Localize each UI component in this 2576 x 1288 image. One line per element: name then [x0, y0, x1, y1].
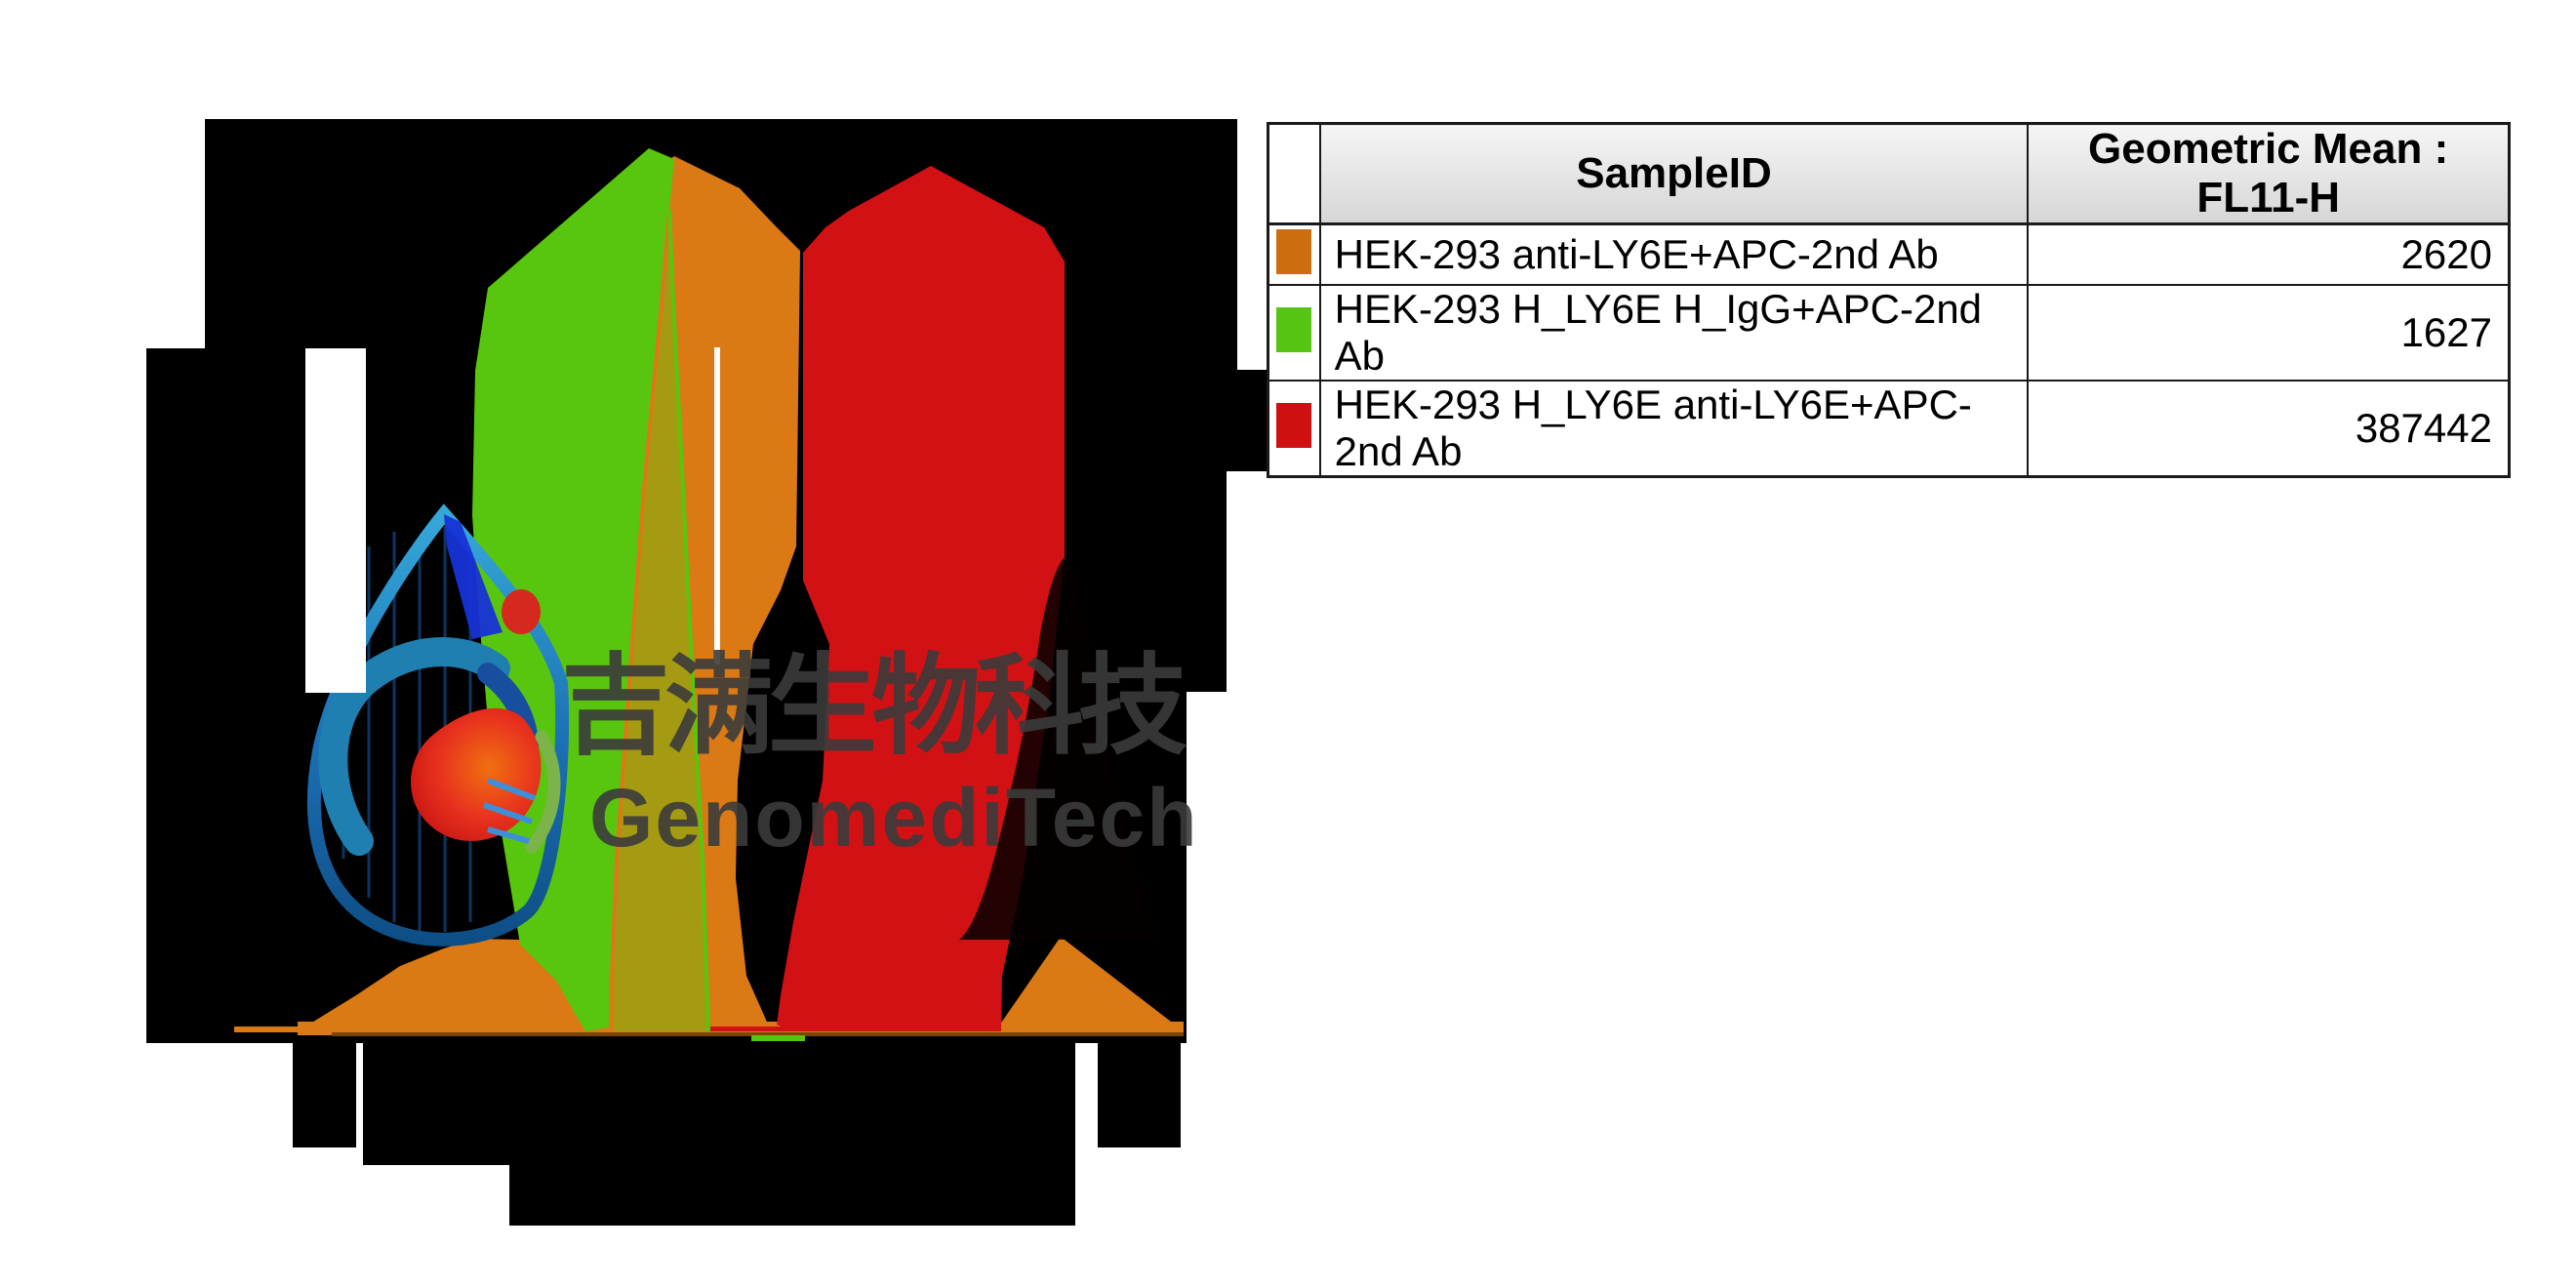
- overlap-spike: [612, 210, 708, 1031]
- swatch-cell: [1267, 222, 1321, 286]
- white-line-artifact: [714, 347, 720, 664]
- logo-g-swirl: [318, 637, 510, 856]
- table-row: HEK-293 H_LY6E H_IgG+APC-2nd Ab 1627: [1267, 284, 2511, 382]
- genomeditech-logo: [306, 503, 570, 946]
- legend-header-sampleid: SampleID: [1318, 122, 2030, 225]
- legend-header-metric: Geometric Mean : FL11-H: [2027, 122, 2511, 225]
- white-artifacts: [305, 347, 720, 693]
- red-swatch: [1276, 403, 1312, 448]
- watermark-chinese: 吉满生物科技: [561, 645, 1187, 767]
- spike-left-edge: [610, 209, 671, 1031]
- logo-green-arc: [525, 730, 561, 854]
- geometric-mean-cell: 1627: [2027, 284, 2511, 382]
- orange-right-bump: [995, 937, 1184, 1031]
- red-histogram: [777, 166, 1065, 1031]
- swatch-cell: [1267, 380, 1321, 478]
- table-row: HEK-293 anti-LY6E+APC-2nd Ab 2620: [1267, 222, 2511, 286]
- legend-header-swatch: [1267, 122, 1321, 225]
- dark-overlay-bell: [959, 558, 1158, 940]
- logo-red-blob: [502, 589, 541, 634]
- red-baseline-tail: [632, 1026, 792, 1031]
- table-row: HEK-293 H_LY6E anti-LY6E+APC-2nd Ab 3874…: [1267, 380, 2511, 478]
- orange-swatch: [1276, 229, 1312, 274]
- legend-table: SampleID Geometric Mean : FL11-H HEK-293…: [1267, 122, 2511, 478]
- spike-right-edge: [667, 209, 710, 1032]
- geometric-mean-cell: 2620: [2027, 222, 2511, 286]
- sample-id-cell: HEK-293 anti-LY6E+APC-2nd Ab: [1318, 222, 2030, 286]
- white-bar-artifact: [305, 348, 366, 693]
- green-baseline-tail: [751, 1035, 805, 1041]
- watermark-english: GenomediTech: [589, 772, 1199, 864]
- orange-left-tail: [234, 1026, 302, 1032]
- logo-dna-helix: [483, 778, 537, 844]
- logo-droplet-tip-fill: [444, 514, 503, 639]
- sample-id-cell: HEK-293 H_LY6E anti-LY6E+APC-2nd Ab: [1318, 380, 2030, 478]
- sample-id-cell: HEK-293 H_LY6E H_IgG+APC-2nd Ab: [1318, 284, 2030, 382]
- geometric-mean-cell: 387442: [2027, 380, 2511, 478]
- swatch-cell: [1267, 284, 1321, 382]
- green-swatch: [1276, 307, 1312, 352]
- logo-flame: [411, 707, 542, 841]
- legend-header-row: SampleID Geometric Mean : FL11-H: [1267, 122, 2511, 225]
